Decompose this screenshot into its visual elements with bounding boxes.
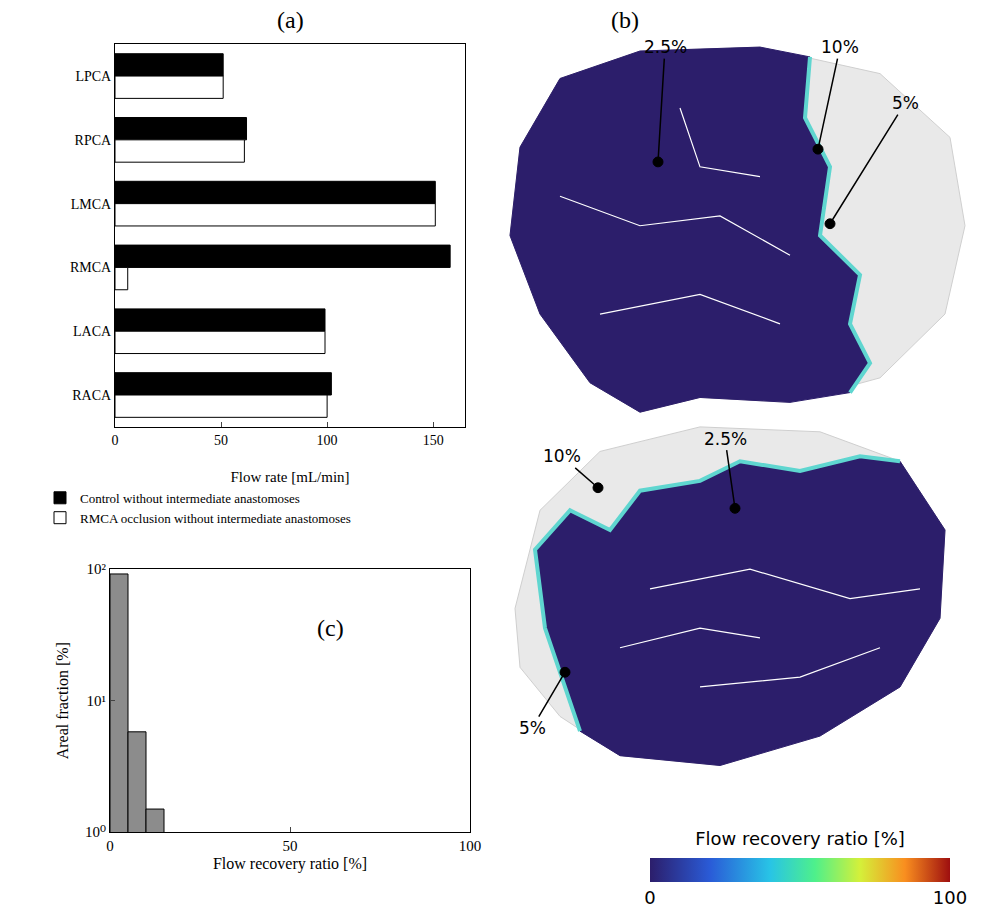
- svg-text:10%: 10%: [821, 37, 859, 57]
- svg-text:RACA: RACA: [72, 388, 112, 403]
- svg-text:Flow recovery ratio [%]: Flow recovery ratio [%]: [695, 828, 905, 849]
- svg-text:(c): (c): [317, 615, 344, 641]
- svg-text:10²: 10²: [87, 561, 107, 577]
- svg-text:RMCA occlusion without interme: RMCA occlusion without intermediate anas…: [80, 511, 351, 526]
- svg-text:100: 100: [933, 887, 967, 908]
- svg-text:100: 100: [459, 838, 482, 854]
- svg-text:5%: 5%: [519, 718, 546, 738]
- svg-text:RPCA: RPCA: [75, 133, 112, 148]
- svg-text:LACA: LACA: [73, 324, 112, 339]
- svg-text:0: 0: [644, 887, 655, 908]
- svg-text:Flow recovery ratio [%]: Flow recovery ratio [%]: [213, 855, 367, 873]
- svg-text:10¹: 10¹: [87, 693, 107, 709]
- svg-text:RMCA: RMCA: [70, 260, 112, 275]
- svg-text:150: 150: [423, 433, 444, 448]
- svg-text:50: 50: [283, 838, 298, 854]
- svg-text:10⁰: 10⁰: [85, 824, 106, 840]
- svg-text:(b): (b): [611, 7, 639, 33]
- svg-text:2.5%: 2.5%: [644, 37, 687, 57]
- svg-text:LMCA: LMCA: [71, 197, 112, 212]
- svg-text:100: 100: [317, 433, 338, 448]
- svg-text:50: 50: [214, 433, 228, 448]
- svg-text:Areal fraction [%]: Areal fraction [%]: [54, 642, 71, 759]
- svg-text:0: 0: [106, 838, 114, 854]
- svg-text:0: 0: [112, 433, 119, 448]
- svg-text:5%: 5%: [892, 93, 919, 113]
- svg-text:10%: 10%: [543, 446, 581, 466]
- svg-text:Flow rate [mL/min]: Flow rate [mL/min]: [230, 469, 349, 485]
- svg-text:LPCA: LPCA: [75, 69, 112, 84]
- svg-text:2.5%: 2.5%: [704, 429, 747, 449]
- svg-text:(a): (a): [277, 7, 304, 33]
- svg-text:Control without intermediate a: Control without intermediate anastomoses: [80, 491, 300, 506]
